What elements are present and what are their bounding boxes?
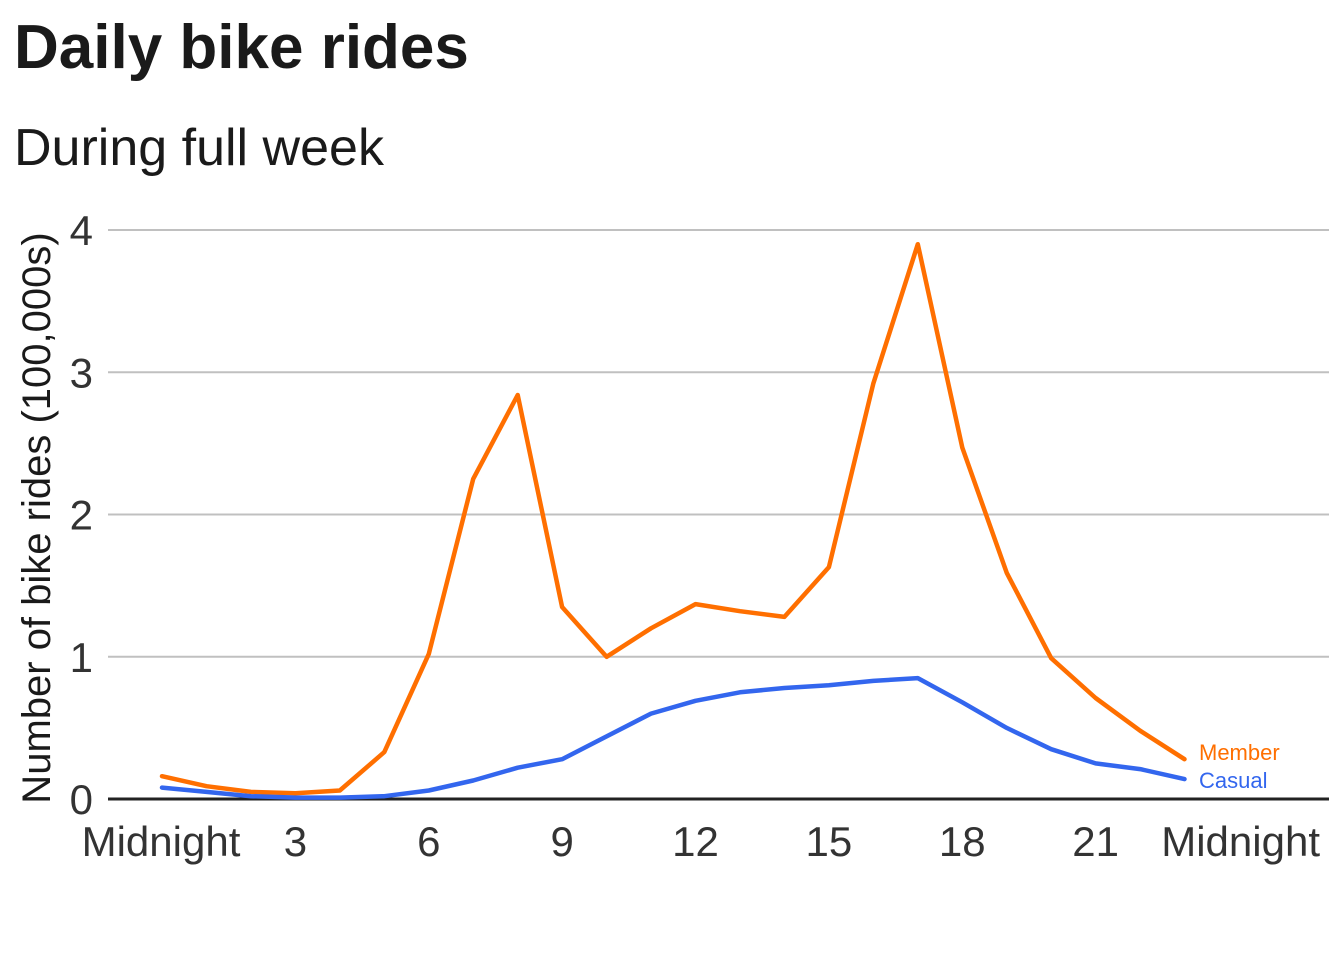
x-tick-label: 18 — [939, 818, 986, 865]
chart-title: Daily bike rides — [14, 13, 469, 82]
series-line-member — [159, 241, 1187, 796]
y-tick-label: 3 — [70, 349, 93, 396]
y-axis-label: Number of bike rides (100,000s) — [15, 232, 59, 803]
series-labels: Member Casual — [1199, 740, 1280, 793]
y-axis-ticks: 0 1 2 3 4 — [70, 207, 93, 823]
x-tick-label: 6 — [417, 818, 440, 865]
x-axis-ticks: Midnight 3 6 9 12 15 18 21 Midnight — [82, 818, 1321, 865]
x-tick-label: Midnight — [82, 818, 241, 865]
x-tick-label: 3 — [284, 818, 307, 865]
x-tick-label: 21 — [1072, 818, 1119, 865]
y-tick-label: 0 — [70, 776, 93, 823]
y-tick-label: 1 — [70, 634, 93, 681]
x-tick-label: Midnight — [1161, 818, 1320, 865]
chart-subtitle: During full week — [14, 119, 385, 177]
x-tick-label: 9 — [550, 818, 573, 865]
series-lines — [159, 241, 1187, 800]
series-line-casual — [159, 675, 1187, 800]
gridlines — [108, 229, 1329, 801]
series-label-casual: Casual — [1199, 768, 1267, 793]
series-label-member: Member — [1199, 740, 1280, 765]
y-tick-label: 2 — [70, 492, 93, 539]
x-tick-label: 12 — [672, 818, 719, 865]
y-tick-label: 4 — [70, 207, 93, 254]
x-tick-label: 15 — [806, 818, 853, 865]
